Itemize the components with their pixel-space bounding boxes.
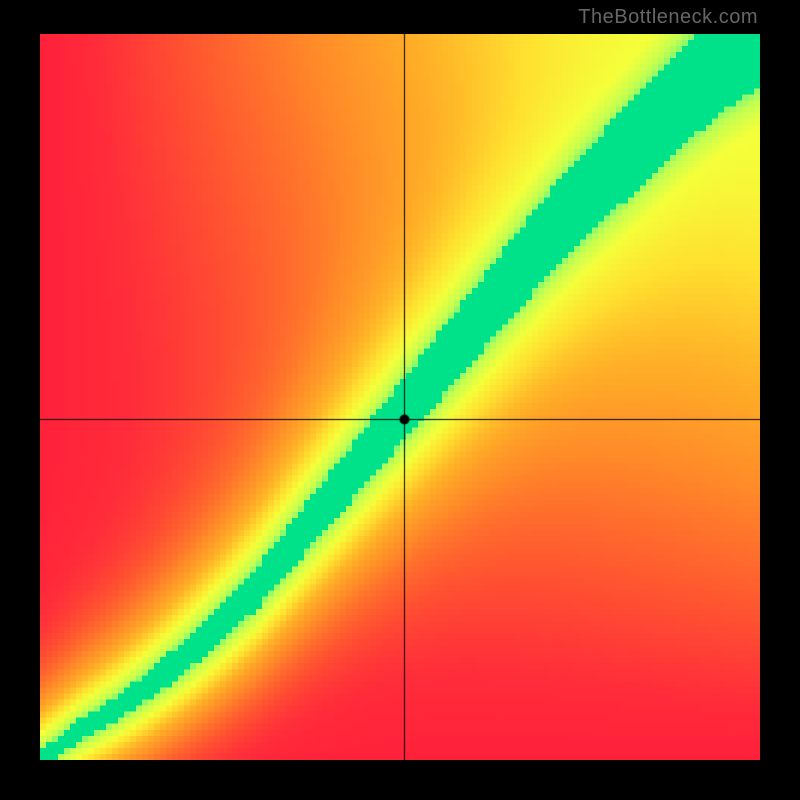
crosshair-overlay [40,34,760,760]
watermark-text: TheBottleneck.com [578,6,758,29]
chart-stage: TheBottleneck.com [0,0,800,800]
